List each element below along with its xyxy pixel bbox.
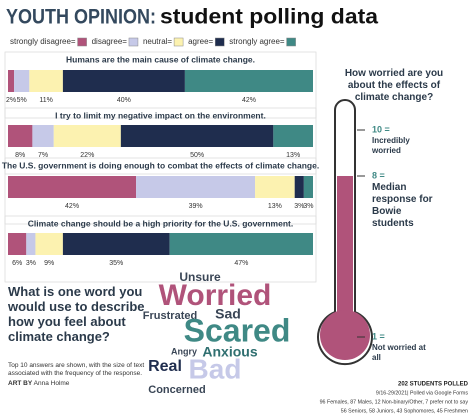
legend-label: neutral= xyxy=(143,37,172,46)
bar-frame xyxy=(4,157,317,225)
footer-gender: 96 Females, 87 Males, 12 Non-binary/Othe… xyxy=(320,399,469,405)
credit-label: ART BY xyxy=(8,380,33,387)
bar-segment xyxy=(62,233,170,255)
bar-segment xyxy=(32,125,54,147)
bar-segment xyxy=(53,125,121,147)
bar-segment xyxy=(8,233,27,255)
cloud-word: Bad xyxy=(189,353,242,384)
bar-segment xyxy=(8,176,137,198)
bar-segment xyxy=(8,125,33,147)
value-label: 6% xyxy=(12,260,22,267)
title-rest: student polling data xyxy=(160,6,378,29)
bar-segment xyxy=(35,233,63,255)
value-label: 3% xyxy=(303,203,313,210)
value-label: 3% xyxy=(294,203,304,210)
legend-swatch xyxy=(173,37,184,47)
bar-segment xyxy=(62,70,185,92)
bar-segment xyxy=(120,125,274,147)
value-label: 13% xyxy=(286,152,300,159)
cloud-word: Anxious xyxy=(202,344,257,360)
thermo-title: How worried are you about the effects of… xyxy=(344,68,444,103)
bar-segment xyxy=(273,125,313,147)
value-label: 5% xyxy=(17,97,27,104)
value-label: 2% xyxy=(6,97,16,104)
legend-label: strongly agree= xyxy=(229,37,285,46)
cloud-word: Concerned xyxy=(148,384,205,396)
value-label: 11% xyxy=(39,97,53,104)
thermo-bulb xyxy=(320,310,370,360)
tick-description: Incredibly worried xyxy=(372,136,410,155)
note: Top 10 answers are shown, with the size … xyxy=(8,362,145,377)
bar-frame xyxy=(4,51,317,119)
thermo-fill xyxy=(337,176,353,335)
value-label: 42% xyxy=(242,97,256,104)
value-label: 13% xyxy=(268,203,282,210)
footer-dates: 9/16-29/2021| Polled via Google Forms xyxy=(376,390,468,396)
tick-label: 1 = xyxy=(372,331,385,341)
value-label: 50% xyxy=(190,152,204,159)
cloud-word: Angry xyxy=(171,346,197,356)
cloud-word: Real xyxy=(148,358,182,375)
bar-segment xyxy=(169,233,313,255)
bar-frame xyxy=(4,107,317,175)
cloud-word: Frustrated xyxy=(143,310,197,322)
value-label: 8% xyxy=(15,152,25,159)
value-label: 40% xyxy=(117,97,131,104)
bar-segment xyxy=(255,176,295,198)
legend-label: strongly disagree= xyxy=(10,37,76,46)
bar-segment xyxy=(14,70,30,92)
bar-segment xyxy=(303,176,313,198)
legend-swatch xyxy=(286,37,296,47)
value-label: 22% xyxy=(80,152,94,159)
statement: Climate change should be a high priority… xyxy=(28,218,293,228)
statement: Humans are the main cause of climate cha… xyxy=(66,54,255,64)
bar-frame xyxy=(4,215,317,283)
cloud-word: Unsure xyxy=(179,270,221,284)
value-label: 3% xyxy=(26,260,36,267)
value-label: 35% xyxy=(109,260,123,267)
cloud-word: Worried xyxy=(159,279,272,312)
tick-description: Not worried at all xyxy=(372,343,426,362)
value-label: 7% xyxy=(38,152,48,159)
value-label: 47% xyxy=(234,260,248,267)
value-label: 42% xyxy=(65,203,79,210)
tick-label: 8 = xyxy=(372,170,385,180)
legend-label: agree= xyxy=(188,37,213,46)
legend-swatch xyxy=(214,37,225,47)
legend-swatch xyxy=(128,37,139,47)
bar-segment xyxy=(8,70,15,92)
bar-segment xyxy=(26,233,36,255)
question: What is one word you would use to descri… xyxy=(8,284,145,344)
title-lead: YOUTH OPINION: xyxy=(6,6,156,29)
cloud-word: Sad xyxy=(215,306,241,322)
legend-swatch xyxy=(77,37,87,47)
bar-segment xyxy=(136,176,256,198)
tick-description: Median response for Bowie students xyxy=(372,182,433,229)
credit-name: Anna Holme xyxy=(33,380,70,387)
value-label: 9% xyxy=(44,260,54,267)
legend-label: disagree= xyxy=(92,37,128,46)
tick-label: 10 = xyxy=(372,124,390,134)
credit: ART BY Anna Holme xyxy=(8,380,69,387)
bar-segment xyxy=(294,176,304,198)
bar-segment xyxy=(184,70,313,92)
cloud-word: Scared xyxy=(184,312,291,348)
statement: I try to limit my negative impact on the… xyxy=(55,110,266,120)
value-label: 39% xyxy=(189,203,203,210)
statement: The U.S. government is doing enough to c… xyxy=(2,160,319,170)
footer-grades: 56 Seniors, 58 Juniors, 43 Sophomores, 4… xyxy=(341,408,468,414)
footer-count: 202 STUDENTS POLLED xyxy=(398,382,469,388)
bar-segment xyxy=(29,70,63,92)
